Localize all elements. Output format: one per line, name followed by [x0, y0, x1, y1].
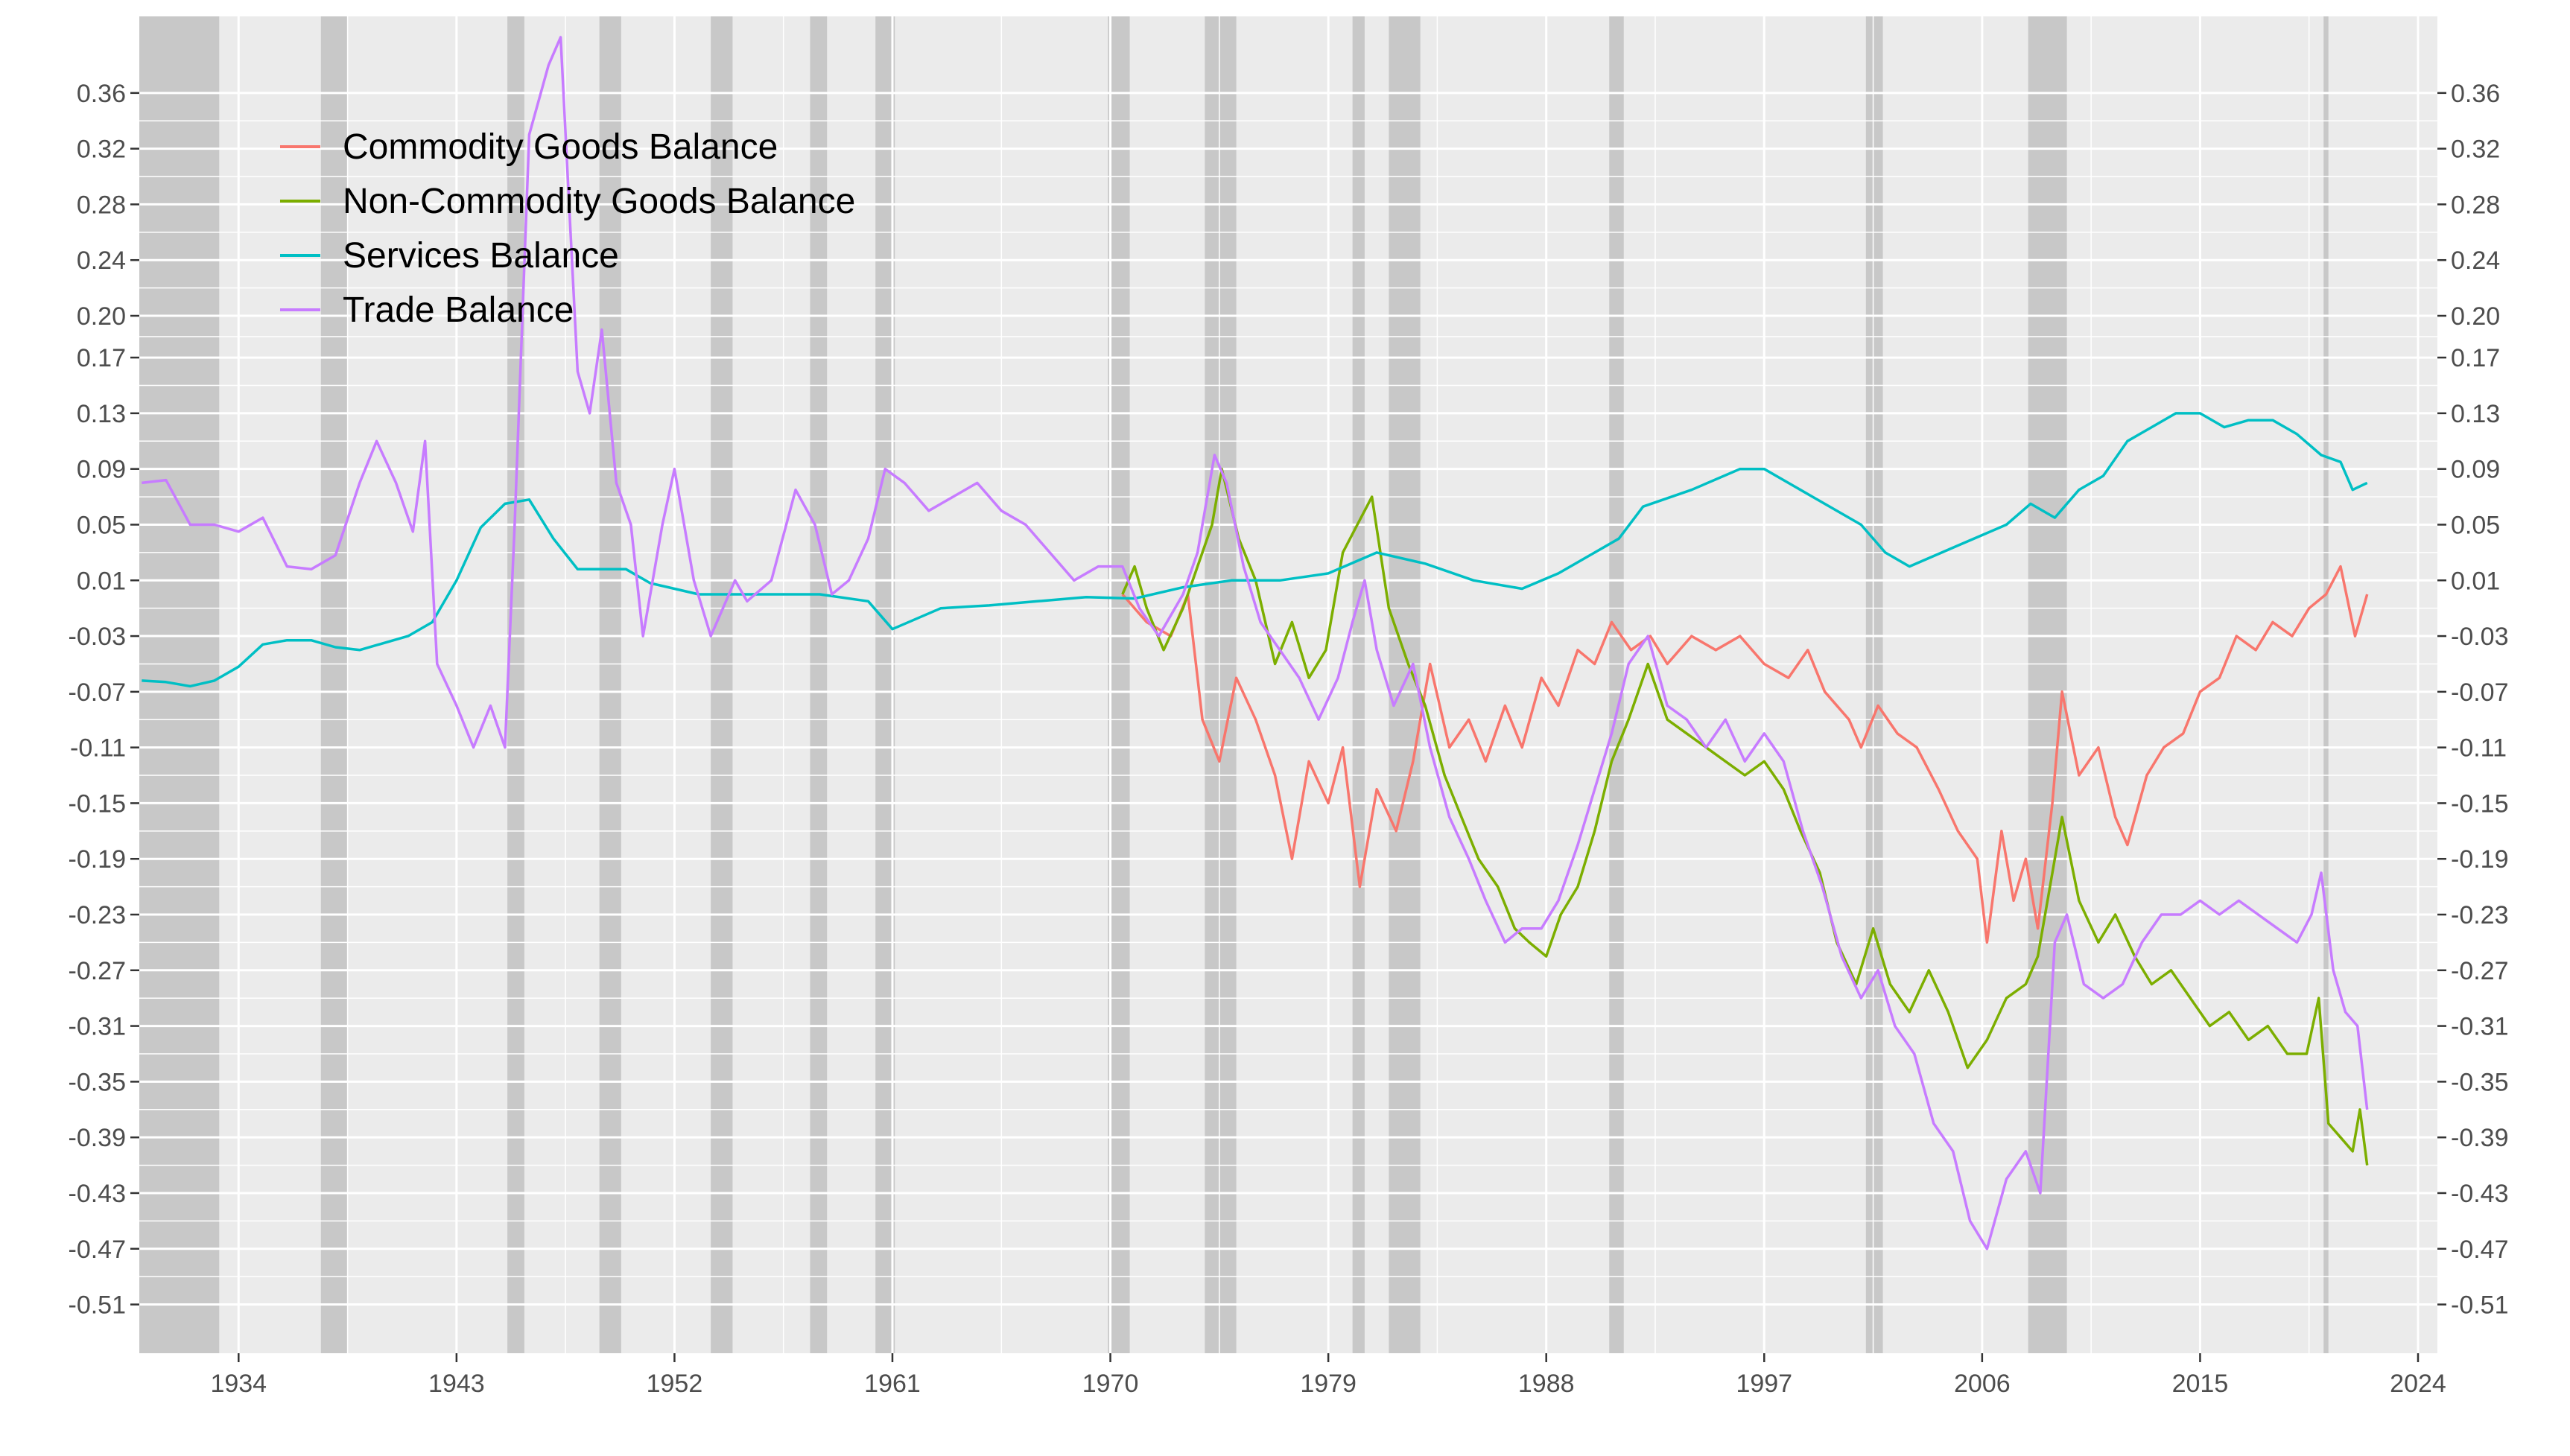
y-tick-label-right: 0.17	[2451, 344, 2500, 372]
y-tick-label-right: 0.13	[2451, 400, 2500, 428]
y-tick-label-left: 0.09	[77, 456, 126, 484]
recession-band	[2323, 16, 2329, 1353]
legend: Commodity Goods Balance Non-Commodity Goo…	[280, 127, 855, 330]
y-tick-label-left: -0.35	[69, 1068, 127, 1096]
recession-band	[1609, 16, 1624, 1353]
recession-band	[320, 16, 348, 1353]
y-tick-label-right: 0.24	[2451, 247, 2500, 275]
y-tick-label-left: 0.24	[77, 247, 126, 275]
y-tick-label-left: -0.51	[69, 1291, 127, 1320]
series-lines	[142, 36, 2369, 1250]
x-tick-label: 1979	[1300, 1370, 1357, 1398]
y-tick-label-left: 0.32	[77, 136, 126, 164]
y-tick-label-right: -0.19	[2451, 845, 2509, 874]
y-tick-label-left: 0.13	[77, 400, 126, 428]
y-tick-label-left: 0.20	[77, 302, 126, 331]
y-tick-label-right: -0.03	[2451, 623, 2509, 651]
y-tick-label-right: 0.36	[2451, 80, 2500, 108]
y-axis-right: 0.36 0.32 0.28 0.24 0.20 0.17 0.13 0.09 0.05 0.01…	[2437, 80, 2509, 1320]
x-axis: 1934 1943 1952 1961 1970 1979 1988 1997 2006 2015…	[210, 1353, 2446, 1398]
y-tick-label-right: -0.31	[2451, 1013, 2509, 1041]
x-tick-label: 1952	[647, 1370, 703, 1398]
y-tick-label-left: -0.31	[69, 1013, 127, 1041]
y-tick-label-left: 0.17	[77, 344, 126, 372]
recession-band	[599, 16, 621, 1353]
y-tick-label-right: -0.11	[2451, 734, 2507, 763]
y-axis-left: 0.36 0.32 0.28 0.24 0.20 0.17 0.13 0.09 0.05 0.01…	[69, 80, 139, 1320]
legend-label-services-balance: Services Balance	[343, 236, 619, 276]
trade-balance-line	[142, 36, 2369, 1250]
y-tick-label-right: 0.32	[2451, 136, 2500, 164]
y-tick-label-left: -0.23	[69, 901, 127, 929]
y-tick-label-right: -0.47	[2451, 1236, 2509, 1264]
recession-band	[1108, 16, 1130, 1353]
commodity-goods-balance-line	[1121, 565, 2369, 944]
y-tick-label-right: 0.28	[2451, 191, 2500, 219]
y-tick-label-right: -0.23	[2451, 901, 2509, 929]
recession-band	[711, 16, 733, 1353]
recession-band	[1865, 16, 1883, 1353]
y-tick-label-left: 0.36	[77, 80, 126, 108]
services-balance-line	[142, 412, 2368, 688]
y-tick-label-right: 0.09	[2451, 456, 2500, 484]
x-tick-label: 2006	[1954, 1370, 2011, 1398]
non-commodity-goods-balance-line	[1121, 467, 2369, 1166]
recession-band	[810, 16, 828, 1353]
recession-band	[1205, 16, 1237, 1353]
y-tick-label-right: 0.01	[2451, 567, 2500, 595]
y-tick-label-right: -0.35	[2451, 1068, 2509, 1096]
y-tick-label-left: -0.39	[69, 1124, 127, 1152]
y-tick-label-right: -0.15	[2451, 789, 2509, 818]
y-tick-label-left: -0.47	[69, 1236, 127, 1264]
recession-band	[2028, 16, 2067, 1353]
y-tick-label-right: 0.20	[2451, 302, 2500, 331]
y-tick-label-left: -0.03	[69, 623, 127, 651]
y-tick-label-left: -0.15	[69, 789, 127, 818]
y-tick-label-left: 0.28	[77, 191, 126, 219]
y-tick-label-left: -0.19	[69, 845, 127, 874]
x-tick-label: 1997	[1736, 1370, 1792, 1398]
legend-label-trade-balance: Trade Balance	[343, 290, 574, 330]
y-tick-label-left: -0.27	[69, 957, 127, 985]
x-tick-label: 1970	[1082, 1370, 1139, 1398]
recession-band	[1352, 16, 1365, 1353]
x-tick-label: 2015	[2172, 1370, 2229, 1398]
y-tick-label-right: 0.05	[2451, 511, 2500, 539]
y-tick-label-left: -0.43	[69, 1180, 127, 1208]
legend-label-commodity-goods-balance: Commodity Goods Balance	[343, 127, 778, 167]
y-tick-label-left: 0.01	[77, 567, 126, 595]
y-tick-label-right: -0.39	[2451, 1124, 2509, 1152]
y-tick-label-left: -0.11	[70, 734, 126, 763]
y-tick-label-left: 0.05	[77, 511, 126, 539]
y-tick-label-right: -0.51	[2451, 1291, 2509, 1320]
x-tick-label: 2024	[2390, 1370, 2446, 1398]
y-tick-label-right: -0.07	[2451, 678, 2509, 707]
y-tick-label-left: -0.07	[69, 678, 127, 707]
x-tick-label: 1961	[864, 1370, 921, 1398]
x-tick-label: 1934	[210, 1370, 267, 1398]
x-tick-label: 1943	[428, 1370, 485, 1398]
y-tick-label-right: -0.27	[2451, 957, 2509, 985]
legend-label-non-commodity-goods-balance: Non-Commodity Goods Balance	[343, 182, 855, 221]
x-tick-label: 1988	[1518, 1370, 1575, 1398]
y-tick-label-right: -0.43	[2451, 1180, 2509, 1208]
recession-bands	[139, 16, 2329, 1353]
